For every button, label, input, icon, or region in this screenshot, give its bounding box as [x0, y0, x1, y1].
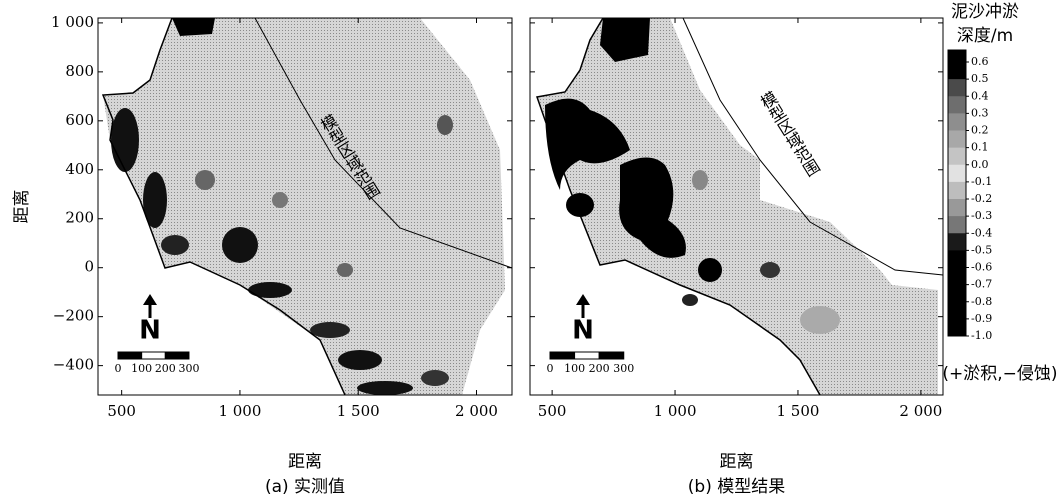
x-tick-label: 1 500: [337, 402, 380, 420]
map-b: [537, 18, 943, 395]
scale-label: 0: [547, 362, 554, 375]
colorbar-box: [948, 165, 966, 183]
y-tick-label: 200: [65, 209, 94, 227]
colorbar-label: 0.1: [971, 141, 989, 154]
scale-label: 100: [131, 362, 152, 375]
colorbar-label: 0.2: [971, 124, 989, 137]
scale-segment: [575, 352, 600, 359]
x-axis-label: 距离: [288, 452, 322, 472]
caption: (a) 实测值: [265, 477, 345, 497]
colorbar-label: -0.5: [971, 243, 992, 256]
north-arrow-head: [576, 294, 590, 305]
y-tick-label: 600: [65, 111, 94, 129]
map-a: [103, 18, 512, 395]
y-tick-label: 0: [84, 258, 94, 276]
x-tick-label: 1 500: [776, 402, 819, 420]
colorbar-label: -0.7: [971, 278, 992, 291]
colorbar-label: -0.3: [971, 209, 992, 222]
colorbar-box: [948, 96, 966, 114]
colorbar-label: -0.2: [971, 192, 992, 205]
colorbar-label: 0.6: [971, 55, 989, 68]
colorbar-label: 0.0: [971, 158, 989, 171]
colorbar-box: [948, 319, 966, 337]
scale-segment: [550, 352, 575, 359]
x-tick-label: 500: [538, 402, 567, 420]
colorbar-label: -0.6: [971, 261, 992, 274]
colorbar-box: [948, 182, 966, 200]
colorbar-label: 0.5: [971, 72, 989, 85]
colorbar-box: [948, 216, 966, 234]
north-label: N: [572, 316, 594, 346]
north-arrow-head: [143, 294, 157, 305]
y-tick-label: 400: [65, 160, 94, 178]
colorbar-box: [948, 268, 966, 286]
x-tick-label: 1 000: [218, 402, 261, 420]
colorbar-title: 泥沙冲淤: [951, 2, 1019, 22]
scale-label: 100: [564, 362, 585, 375]
colorbar-label: 0.3: [971, 106, 989, 119]
y-tick-label: 800: [65, 62, 94, 80]
colorbar-box: [948, 250, 966, 268]
scale-segment: [165, 352, 189, 359]
y-tick-label: 1 000: [51, 13, 94, 31]
colorbar-box: [948, 79, 966, 97]
colorbar-label: -0.1: [971, 175, 992, 188]
colorbar-label: 0.4: [971, 89, 989, 102]
colorbar-label: -0.8: [971, 295, 992, 308]
colorbar-title: 深度/m: [957, 26, 1013, 46]
y-tick-label: −400: [53, 356, 94, 374]
colorbar-box: [948, 302, 966, 320]
scale-label: 200: [589, 362, 610, 375]
colorbar-box: [948, 233, 966, 251]
colorbar-box: [948, 285, 966, 303]
x-tick-label: 1 000: [654, 402, 697, 420]
x-tick-label: 2 000: [455, 402, 498, 420]
y-tick-label: −200: [53, 307, 94, 325]
scale-label: 0: [115, 362, 122, 375]
scale-segment: [142, 352, 166, 359]
colorbar-note: (+淤积,−侵蚀): [942, 364, 1057, 384]
scale-label: 300: [178, 362, 199, 375]
colorbar-box: [948, 62, 966, 80]
scale-label: 300: [613, 362, 634, 375]
colorbar-label: -1.0: [971, 329, 992, 342]
colorbar-label: -0.4: [971, 226, 992, 239]
north-label: N: [139, 316, 161, 346]
figure: 500 1 000 1 500 2 000 −400 −200 0 200 400 600 800 1…: [0, 0, 1061, 497]
scale-segment: [599, 352, 624, 359]
colorbar-box: [948, 148, 966, 166]
colorbar-box: [948, 113, 966, 131]
x-axis-label: 距离: [720, 452, 754, 472]
scale-segment: [118, 352, 142, 359]
caption: (b) 模型结果: [688, 477, 785, 497]
scale-label: 200: [155, 362, 176, 375]
colorbar-label: -0.9: [971, 312, 992, 325]
colorbar-box: [948, 199, 966, 217]
colorbar-cap: [948, 50, 966, 62]
y-axis-label: 距离: [12, 190, 32, 224]
x-tick-label: 2 000: [899, 402, 942, 420]
colorbar-box: [948, 131, 966, 149]
x-tick-label: 500: [107, 402, 136, 420]
